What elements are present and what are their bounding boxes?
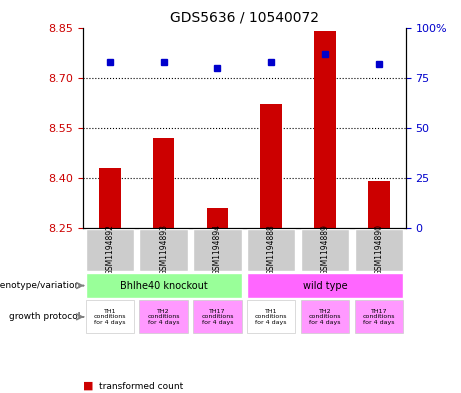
- Bar: [314, 31, 336, 228]
- FancyBboxPatch shape: [193, 300, 242, 333]
- FancyBboxPatch shape: [86, 273, 242, 298]
- FancyBboxPatch shape: [301, 300, 349, 333]
- FancyBboxPatch shape: [247, 229, 296, 271]
- Text: transformed count: transformed count: [99, 382, 183, 391]
- Text: TH2
conditions
for 4 days: TH2 conditions for 4 days: [148, 309, 180, 325]
- FancyBboxPatch shape: [355, 229, 403, 271]
- Text: TH1
conditions
for 4 days: TH1 conditions for 4 days: [255, 309, 288, 325]
- FancyBboxPatch shape: [301, 229, 349, 271]
- Text: GSM1194889: GSM1194889: [320, 224, 330, 275]
- FancyBboxPatch shape: [139, 300, 188, 333]
- Bar: [207, 208, 228, 228]
- Text: Bhlhe40 knockout: Bhlhe40 knockout: [120, 281, 207, 290]
- FancyBboxPatch shape: [86, 300, 134, 333]
- FancyBboxPatch shape: [139, 229, 188, 271]
- Text: TH17
conditions
for 4 days: TH17 conditions for 4 days: [201, 309, 234, 325]
- Bar: [368, 181, 390, 228]
- Text: TH1
conditions
for 4 days: TH1 conditions for 4 days: [94, 309, 126, 325]
- Text: GSM1194894: GSM1194894: [213, 224, 222, 275]
- FancyBboxPatch shape: [86, 229, 134, 271]
- FancyBboxPatch shape: [247, 300, 296, 333]
- Text: genotype/variation: genotype/variation: [0, 281, 80, 290]
- Text: wild type: wild type: [303, 281, 347, 290]
- Text: TH2
conditions
for 4 days: TH2 conditions for 4 days: [309, 309, 341, 325]
- Text: ■: ■: [83, 381, 94, 391]
- FancyBboxPatch shape: [247, 273, 403, 298]
- FancyBboxPatch shape: [355, 300, 403, 333]
- Text: GSM1194892: GSM1194892: [106, 224, 114, 275]
- Bar: [260, 104, 282, 228]
- FancyBboxPatch shape: [193, 229, 242, 271]
- Text: GSM1194893: GSM1194893: [159, 224, 168, 275]
- Text: GSM1194890: GSM1194890: [374, 224, 383, 275]
- Text: TH17
conditions
for 4 days: TH17 conditions for 4 days: [362, 309, 395, 325]
- Title: GDS5636 / 10540072: GDS5636 / 10540072: [170, 11, 319, 25]
- Text: GSM1194888: GSM1194888: [267, 224, 276, 275]
- Text: growth protocol: growth protocol: [9, 312, 80, 321]
- Bar: [99, 168, 121, 228]
- Bar: [153, 138, 174, 228]
